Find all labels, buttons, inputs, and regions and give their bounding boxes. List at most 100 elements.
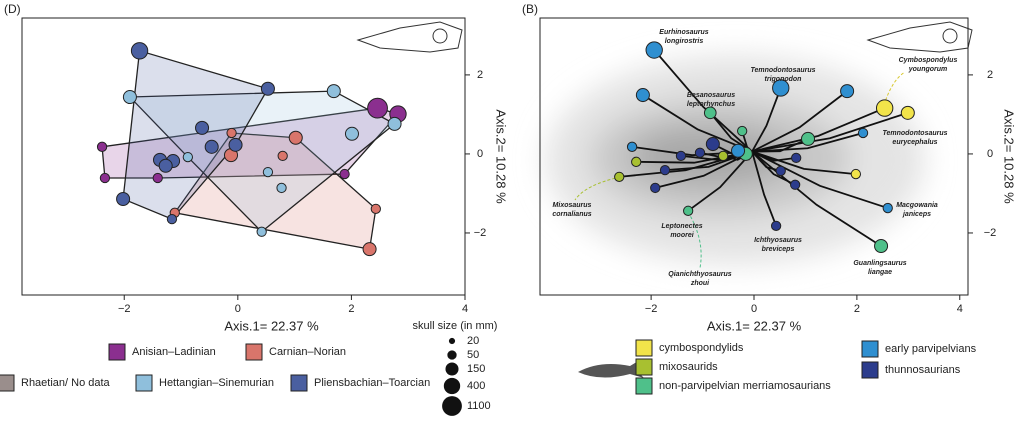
plot-frame [539,17,969,296]
point [204,139,219,154]
legend-swatch [0,374,15,392]
tree-branch [655,150,753,189]
size-legend-circle [442,396,462,416]
panel-label: (D) [4,2,21,16]
point [775,165,786,177]
point [650,182,661,194]
point [158,158,173,173]
panel-label: (B) [522,2,538,16]
legend-swatch [861,361,879,379]
y-tick-label: 0 [477,148,483,160]
point [626,141,638,152]
annotations: Eurhinosaurus longirostris Temnodontosau… [552,29,957,287]
point [635,88,650,103]
legend-label: Carnian–Norian [269,346,346,358]
point [256,226,267,237]
size-legend-label: 400 [467,380,485,392]
annotation: eurycephalus [892,139,937,146]
point [362,242,377,257]
legend-label: Rhaetian/ No data [21,377,111,389]
point [850,168,862,180]
hull [173,132,377,250]
annotation: trigonodon [765,76,802,83]
tree-branch [751,150,856,175]
x-tick-label: 2 [854,303,860,315]
point [631,156,642,167]
plot-frame [21,17,466,296]
size-legend-circle [447,350,457,360]
y-axis-title: Axis.2= 10.28 % [494,109,509,204]
size-legend-title: skull size (in mm) [413,320,498,332]
point [874,238,889,254]
legend-swatch [861,340,879,358]
annotation: Besanosaurus [687,92,735,99]
point [182,151,193,163]
size-legend-circle [443,377,461,395]
point [770,220,782,231]
point [344,126,359,141]
annotation: janiceps [902,211,931,218]
annotation: Temnodontosaurus [882,130,947,137]
size-legend-label: 50 [467,349,479,361]
point [800,131,816,146]
legend-label: Anisian–Ladinian [132,346,216,358]
x-tick-label: 0 [235,303,241,315]
point [790,179,801,190]
legend-label: mixosaurids [659,361,718,373]
point [659,164,671,176]
annotation: Eurhinosaurus [659,29,709,36]
tree-branch [653,49,753,153]
size-legend-label: 20 [467,335,479,347]
annotation: youngorum [908,66,948,73]
legend-label: thunnosaurians [885,364,961,376]
point [228,137,243,152]
point [840,84,855,99]
point [367,97,388,119]
legend-swatch [108,343,126,361]
point [387,116,402,131]
annotation: Ichthyosaurus [754,237,802,244]
point [857,127,869,139]
point [875,99,894,117]
point [731,143,746,158]
annotation: Guanlingsaurus [853,260,906,267]
x-tick-label: −2 [118,303,131,315]
point [277,150,288,162]
point [260,81,275,96]
point [130,42,149,60]
point [195,120,210,135]
legend-label: cymbospondylids [659,342,744,354]
annotation: Temnodontosaurus [750,67,815,74]
legend-swatch [135,374,153,392]
point [645,41,663,59]
tree-branch [751,90,848,153]
tree-branch [751,107,886,153]
y-axis-title: Axis.2= 10.28 % [1002,109,1017,204]
y-tick-label: 0 [987,148,993,160]
tree-branch [751,111,909,153]
point [99,172,111,184]
point [262,166,274,178]
point [791,152,802,164]
annotation: breviceps [762,246,795,253]
legend-label: early parvipelvians [885,343,977,355]
point [166,213,178,225]
tree-branch [642,94,753,153]
legend-swatch [290,374,308,392]
point [703,106,717,120]
point [226,127,237,139]
legend-swatch [635,377,653,395]
point [675,150,687,162]
y-tick-label: −2 [474,227,487,239]
annotation: liangae [868,269,892,276]
point [694,147,706,158]
point [683,205,694,216]
tree-branch [751,150,797,162]
legend-swatch [245,343,263,361]
point [614,171,625,183]
point [116,191,131,206]
legend-label: Hettangian–Sinemurian [159,377,274,389]
tree-branch [751,151,777,227]
point [339,168,350,180]
